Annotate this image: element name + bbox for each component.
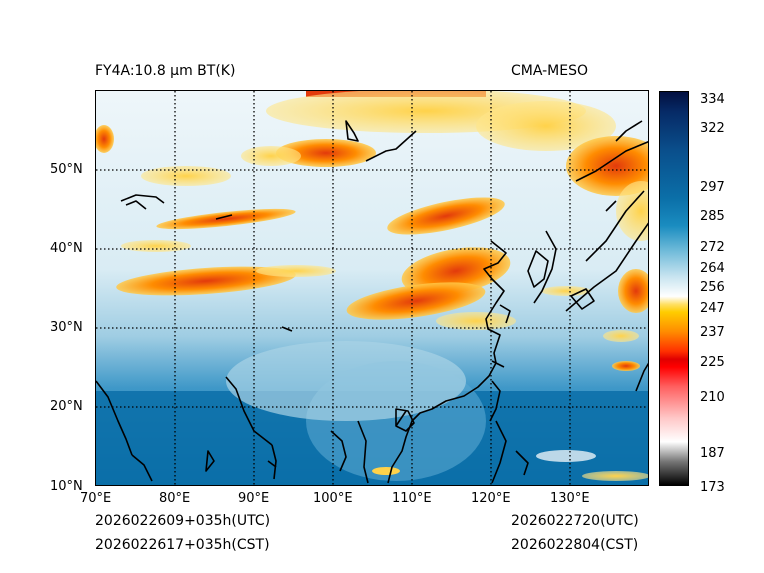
init-time-utc: 2026022609+035h(UTC) (95, 513, 271, 529)
title-left: FY4A:10.8 µm BT(K) (95, 63, 236, 79)
coastlines (96, 120, 648, 484)
valid-time-utc: 2026022720(UTC) (511, 513, 639, 529)
lon-label-80e: 80°E (159, 491, 191, 506)
colorbar-label-210: 210 (700, 390, 725, 405)
colorbar-label-247: 247 (700, 301, 725, 316)
lat-label-30n: 30°N (50, 320, 83, 335)
lon-label-110e: 110°E (392, 491, 432, 506)
lon-label-70e: 70°E (80, 491, 112, 506)
lat-label-40n: 40°N (50, 241, 83, 256)
colorbar-label-256: 256 (700, 280, 725, 295)
colorbar-label-187: 187 (700, 446, 725, 461)
lon-label-130e: 130°E (550, 491, 590, 506)
init-time-cst: 2026022617+035h(CST) (95, 537, 270, 553)
colorbar-label-334: 334 (700, 92, 725, 107)
valid-time-cst: 2026022804(CST) (511, 537, 639, 553)
colorbar-label-322: 322 (700, 121, 725, 136)
colorbar (659, 91, 689, 486)
lon-label-120e: 120°E (471, 491, 511, 506)
colorbar-label-264: 264 (700, 261, 725, 276)
lat-label-50n: 50°N (50, 162, 83, 177)
satellite-map (95, 90, 649, 486)
lon-label-100e: 100°E (313, 491, 353, 506)
lon-label-90e: 90°E (238, 491, 270, 506)
colorbar-label-225: 225 (700, 355, 725, 370)
colorbar-label-297: 297 (700, 180, 725, 195)
graticule (96, 91, 648, 485)
colorbar-label-173: 173 (700, 480, 725, 495)
lat-label-10n: 10°N (50, 479, 83, 494)
colorbar-label-285: 285 (700, 209, 725, 224)
map-image (96, 91, 648, 485)
lat-label-20n: 20°N (50, 399, 83, 414)
colorbar-label-237: 237 (700, 325, 725, 340)
title-right: CMA-MESO (511, 63, 589, 79)
colorbar-label-272: 272 (700, 240, 725, 255)
